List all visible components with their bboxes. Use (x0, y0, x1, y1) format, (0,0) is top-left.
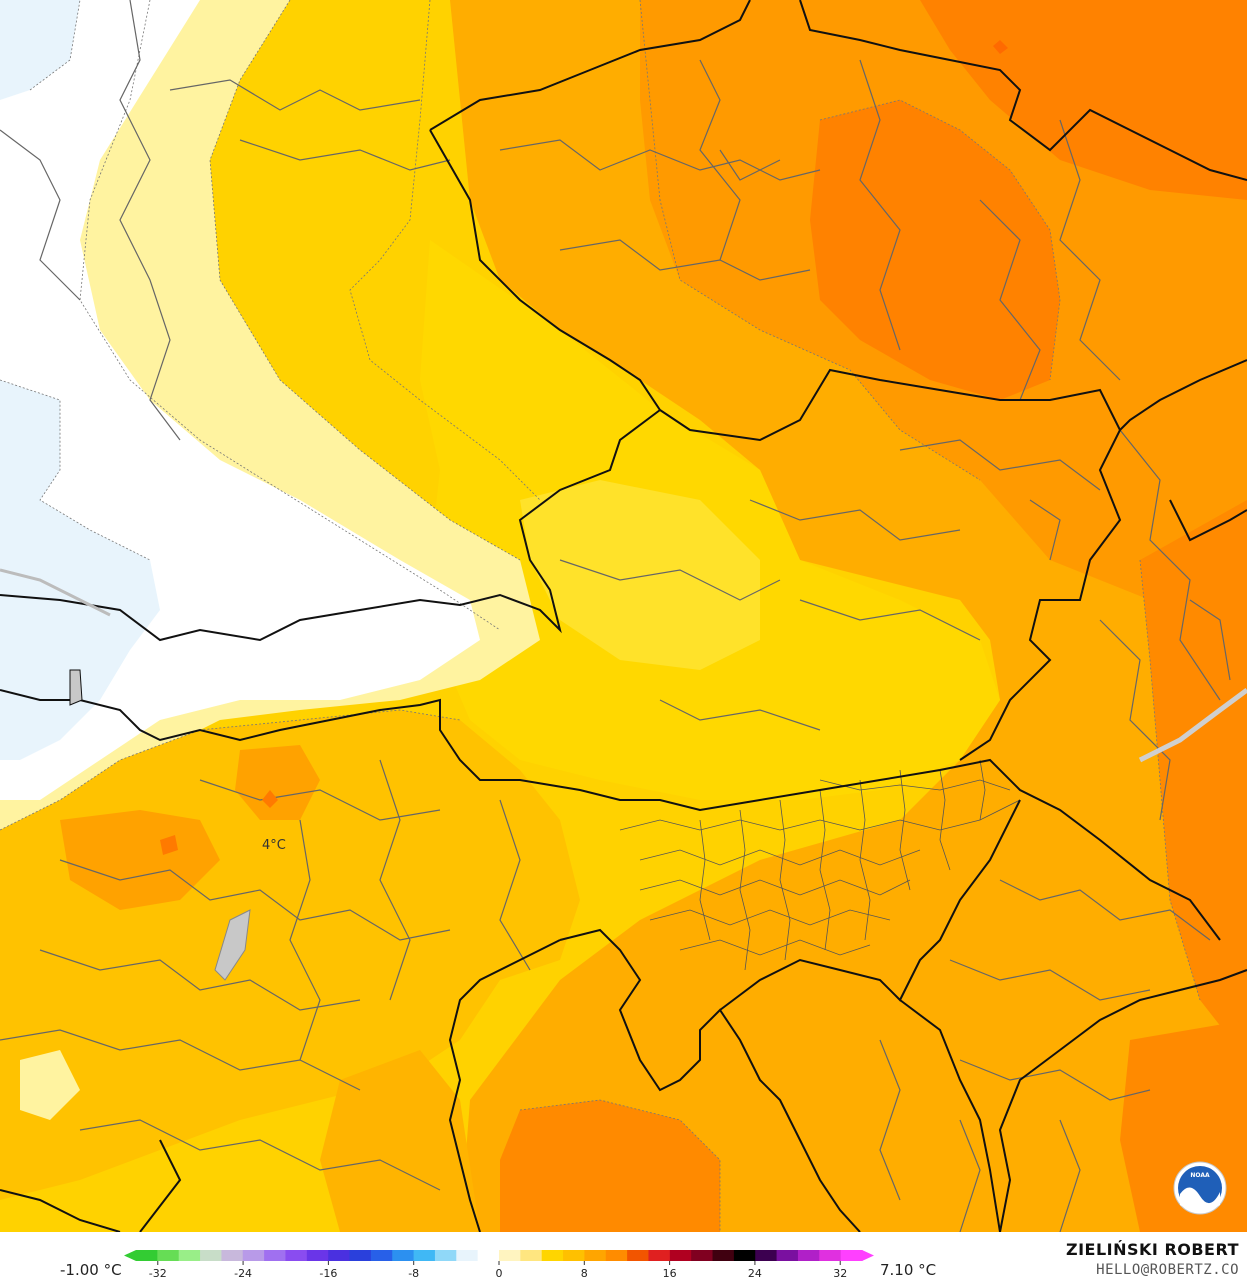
credit-author: ZIELIŃSKI ROBERT (1065, 1240, 1239, 1259)
colorbar-tick-label: -24 (234, 1267, 252, 1280)
legend-min-value: -1.00 °C (60, 1261, 122, 1279)
noaa-logo-text: NOAA (1190, 1172, 1210, 1179)
hot-zone-south (500, 1100, 720, 1232)
cold-zone-west (0, 0, 160, 760)
hot-spot (262, 790, 278, 808)
colorbar-segment (242, 1250, 265, 1261)
warm-pocket-sw (60, 810, 220, 910)
colorbar-tick-label: 8 (581, 1267, 588, 1280)
hot-spot (993, 40, 1008, 54)
colorbar-segment (456, 1250, 479, 1261)
colorbar-segment (584, 1250, 607, 1261)
colorbar-segment (541, 1250, 564, 1261)
colorbar-tick-label: 32 (833, 1267, 847, 1280)
lake (214, 909, 251, 981)
colorbar-segment (221, 1250, 244, 1261)
colorbar-segment (370, 1250, 393, 1261)
colorbar-segment (733, 1250, 756, 1261)
colorbar-segment (563, 1250, 586, 1261)
colorbar-segment (691, 1250, 714, 1261)
hot-zone-north (810, 100, 1060, 400)
colorbar-segment (328, 1250, 351, 1261)
colorbar-segment (200, 1250, 223, 1261)
colorbar-segment (605, 1250, 628, 1261)
colorbar-segment (797, 1250, 820, 1261)
colorbar-segment (413, 1250, 436, 1261)
colorbar-segment (499, 1250, 521, 1261)
hot-zone-east (1140, 500, 1247, 1060)
colorbar-segment (776, 1250, 799, 1261)
credit-email: HELLO@ROBERTZ.CO (1096, 1262, 1239, 1278)
colorbar-tick-label: 0 (496, 1267, 503, 1280)
colorbar-min-arrow (124, 1250, 136, 1261)
colorbar-segment (755, 1250, 778, 1261)
colorbar-segment (520, 1250, 543, 1261)
colorbar-segment (178, 1250, 201, 1261)
colorbar-tick-label: -8 (408, 1267, 419, 1280)
colorbar-max-arrow (862, 1250, 874, 1261)
colorbar-segment (157, 1250, 180, 1261)
colorbar-segment (285, 1250, 308, 1261)
colorbar-segment (477, 1250, 500, 1261)
colorbar-segment (840, 1250, 863, 1261)
colorbar-tick-label: -16 (319, 1267, 337, 1280)
colorbar-segment (349, 1250, 372, 1261)
river (1138, 687, 1247, 763)
colorbar-tick-label: -32 (149, 1267, 167, 1280)
colorbar-segment (392, 1250, 415, 1261)
colorbar-tick-label: 16 (663, 1267, 677, 1280)
colorbar-segment (712, 1250, 735, 1261)
colorbar-segment (819, 1250, 842, 1261)
noaa-logo: NOAA (1173, 1161, 1227, 1215)
colorbar-tick-label: 24 (748, 1267, 762, 1280)
colorbar-segment (648, 1250, 671, 1261)
hot-spot (160, 835, 178, 855)
colorbar-segment (136, 1250, 158, 1261)
legend-max-value: 7.10 °C (880, 1261, 937, 1279)
colorbar-segment (306, 1250, 329, 1261)
pale-zone-center (520, 480, 760, 670)
colorbar-segment (627, 1250, 650, 1261)
temperature-colorbar: -32 -24 -16 -8 0 8 16 24 32 (124, 1250, 874, 1280)
pale-pocket-sw (20, 1050, 80, 1120)
warm-pocket-south (235, 745, 320, 820)
temperature-map: 4°C NOAA (0, 0, 1247, 1232)
colorbar-segment (264, 1250, 287, 1261)
river (0, 568, 111, 617)
point-temperature-label: 4°C (262, 838, 286, 853)
warm-zone-south (320, 1050, 480, 1232)
colorbar-segment (669, 1250, 692, 1261)
lake (69, 669, 83, 706)
colorbar-segment (434, 1250, 457, 1261)
